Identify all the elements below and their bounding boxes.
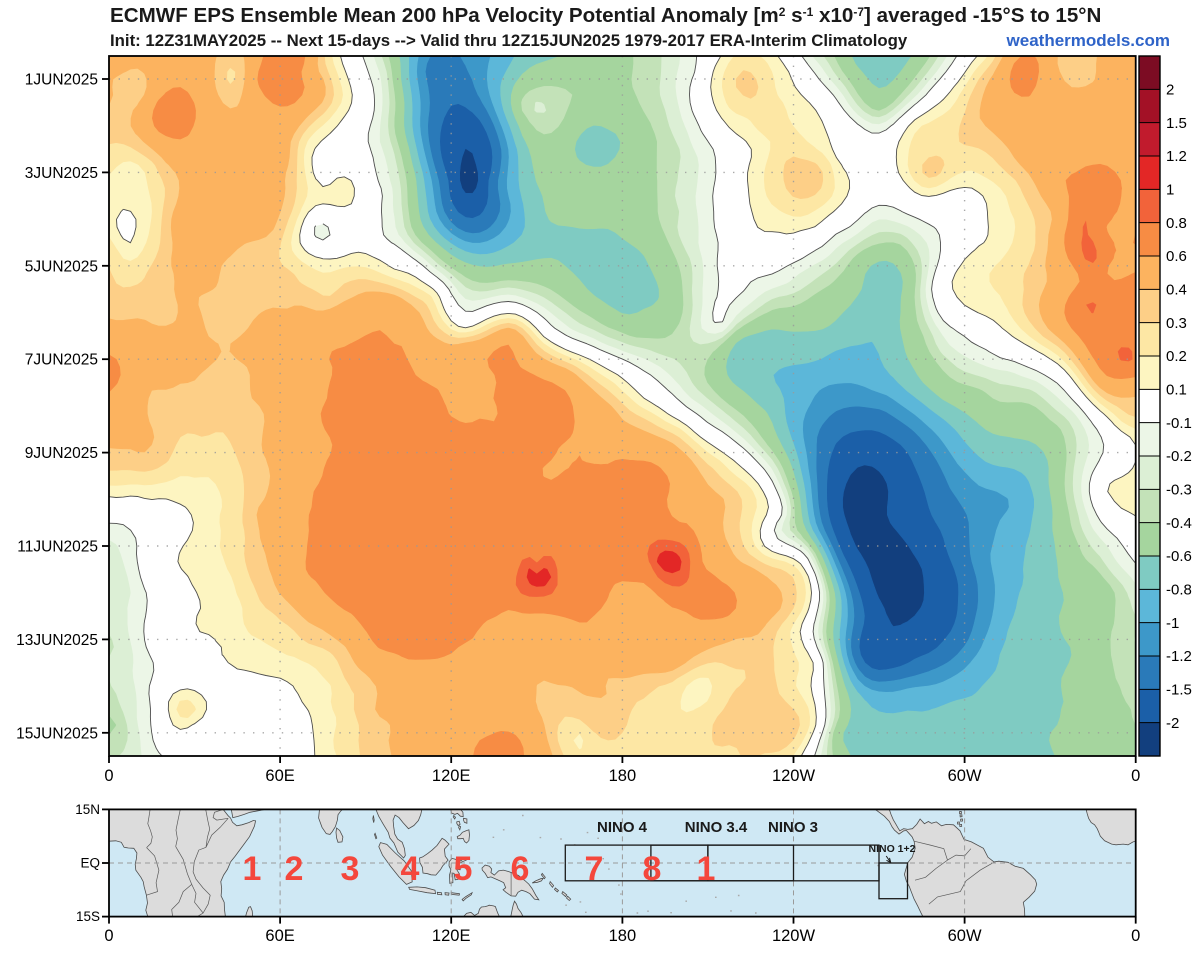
svg-text:-2: -2	[1166, 715, 1179, 732]
svg-text:15N: 15N	[75, 802, 100, 817]
svg-text:0.4: 0.4	[1166, 282, 1187, 299]
svg-text:13JUN2025: 13JUN2025	[16, 632, 98, 649]
svg-text:-0.2: -0.2	[1166, 448, 1192, 465]
svg-text:5JUN2025: 5JUN2025	[25, 258, 98, 275]
svg-text:2: 2	[285, 850, 304, 888]
svg-text:9JUN2025: 9JUN2025	[25, 445, 98, 462]
svg-text:0.3: 0.3	[1166, 315, 1187, 332]
svg-text:NINO 3.4: NINO 3.4	[685, 819, 748, 836]
svg-text:60W: 60W	[948, 767, 982, 785]
svg-text:NINO 1+2: NINO 1+2	[869, 843, 916, 855]
svg-text:11JUN2025: 11JUN2025	[17, 539, 98, 556]
svg-text:-1: -1	[1166, 615, 1179, 632]
svg-text:-0.1: -0.1	[1166, 415, 1192, 432]
svg-text:2: 2	[1166, 82, 1174, 99]
svg-text:-1.2: -1.2	[1166, 648, 1192, 665]
svg-text:ECMWF EPS Ensemble Mean 200 hP: ECMWF EPS Ensemble Mean 200 hPa Velocity…	[110, 4, 1101, 27]
svg-text:-1.5: -1.5	[1166, 682, 1192, 699]
svg-text:7JUN2025: 7JUN2025	[25, 352, 98, 369]
svg-text:4: 4	[401, 850, 420, 888]
svg-text:0: 0	[1131, 927, 1140, 945]
svg-text:60E: 60E	[265, 767, 294, 785]
svg-text:3: 3	[341, 850, 360, 888]
svg-text:5: 5	[454, 850, 473, 888]
svg-text:0: 0	[104, 767, 113, 785]
svg-text:180: 180	[609, 767, 637, 785]
svg-text:3JUN2025: 3JUN2025	[25, 165, 98, 182]
svg-text:Init: 12Z31MAY2025 -- Next 15-: Init: 12Z31MAY2025 -- Next 15-days --> V…	[110, 31, 908, 50]
svg-text:60W: 60W	[948, 927, 982, 945]
svg-text:120W: 120W	[772, 927, 816, 945]
svg-text:-0.8: -0.8	[1166, 582, 1192, 599]
svg-text:7: 7	[585, 850, 604, 888]
svg-text:120E: 120E	[432, 927, 471, 945]
svg-text:NINO 3: NINO 3	[768, 819, 818, 836]
svg-text:weathermodels.com: weathermodels.com	[1006, 31, 1170, 50]
svg-text:NINO 4: NINO 4	[597, 819, 648, 836]
svg-text:EQ: EQ	[80, 856, 100, 871]
svg-text:0.1: 0.1	[1166, 382, 1187, 399]
svg-text:120E: 120E	[432, 767, 471, 785]
svg-text:120W: 120W	[772, 767, 816, 785]
svg-text:0: 0	[104, 927, 113, 945]
svg-text:8: 8	[643, 850, 662, 888]
svg-text:1: 1	[243, 850, 262, 888]
svg-text:-0.4: -0.4	[1166, 515, 1192, 532]
svg-text:6: 6	[511, 850, 530, 888]
svg-text:15JUN2025: 15JUN2025	[16, 725, 98, 742]
svg-text:1JUN2025: 1JUN2025	[25, 72, 98, 89]
svg-text:-0.3: -0.3	[1166, 482, 1192, 499]
svg-text:0.6: 0.6	[1166, 248, 1187, 265]
svg-text:0.2: 0.2	[1166, 348, 1187, 365]
svg-text:180: 180	[609, 927, 637, 945]
svg-text:1.2: 1.2	[1166, 148, 1187, 165]
svg-text:0.8: 0.8	[1166, 215, 1187, 232]
svg-text:0: 0	[1131, 767, 1140, 785]
svg-text:15S: 15S	[76, 909, 100, 924]
svg-text:-0.6: -0.6	[1166, 548, 1192, 565]
svg-text:1: 1	[697, 850, 716, 888]
svg-text:60E: 60E	[265, 927, 294, 945]
svg-text:1: 1	[1166, 182, 1174, 199]
svg-text:1.5: 1.5	[1166, 115, 1187, 132]
